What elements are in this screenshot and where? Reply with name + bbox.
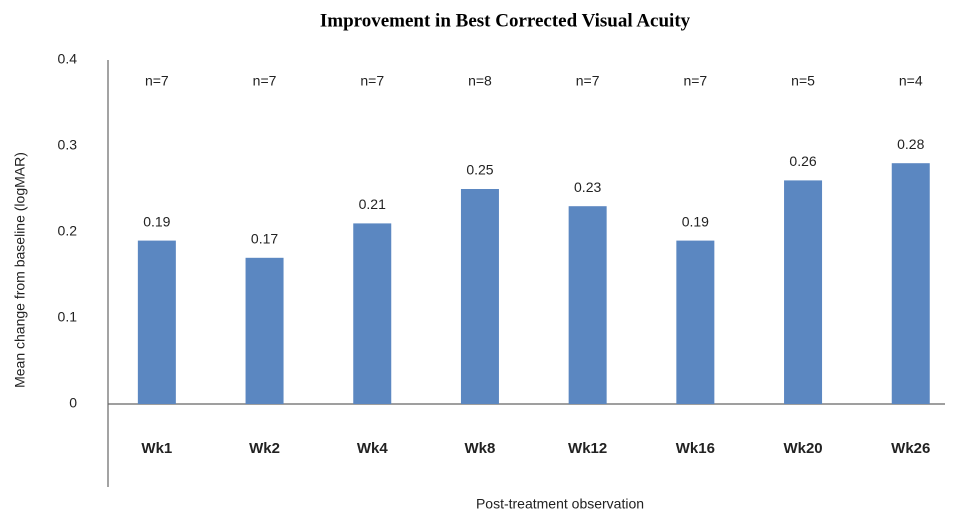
bar <box>353 223 392 404</box>
value-label: 0.23 <box>574 179 601 195</box>
x-tick-label: Wk8 <box>465 440 496 457</box>
x-tick-label: Wk1 <box>141 440 172 457</box>
x-tick-label: Wk12 <box>568 440 607 457</box>
y-tick-label: 0.2 <box>58 223 78 239</box>
sample-size: n=7 <box>253 73 277 89</box>
y-tick-label: 0.4 <box>58 51 78 67</box>
x-tick-label: Wk2 <box>249 440 280 457</box>
bar <box>568 206 607 404</box>
bar <box>460 189 499 404</box>
y-axis-label: Mean change from baseline (logMAR) <box>12 152 28 388</box>
value-label: 0.17 <box>251 231 278 247</box>
sample-size: n=8 <box>468 73 492 89</box>
value-label: 0.19 <box>682 213 709 229</box>
value-label: 0.21 <box>359 196 386 212</box>
sample-size: n=7 <box>576 73 600 89</box>
x-tick-label: Wk16 <box>676 440 715 457</box>
x-axis-label: Post-treatment observation <box>476 496 644 512</box>
value-label: 0.19 <box>143 213 170 229</box>
value-label: 0.25 <box>466 162 493 178</box>
x-tick-label: Wk20 <box>783 440 822 457</box>
sample-size: n=7 <box>145 73 169 89</box>
bar <box>784 180 823 404</box>
bar <box>891 163 930 404</box>
bar <box>137 240 176 404</box>
y-tick-label: 0 <box>69 395 77 411</box>
sample-size: n=7 <box>683 73 707 89</box>
y-tick-label: 0.1 <box>58 309 78 325</box>
x-tick-label: Wk4 <box>357 440 389 457</box>
chart-title: Improvement in Best Corrected Visual Acu… <box>320 10 691 31</box>
sample-size: n=7 <box>360 73 384 89</box>
y-tick-label: 0.3 <box>58 137 78 153</box>
bar <box>676 240 715 404</box>
bar <box>245 257 284 404</box>
sample-size: n=5 <box>791 73 815 89</box>
value-label: 0.26 <box>789 153 816 169</box>
sample-size: n=4 <box>899 73 923 89</box>
value-label: 0.28 <box>897 136 924 152</box>
x-tick-label: Wk26 <box>891 440 930 457</box>
